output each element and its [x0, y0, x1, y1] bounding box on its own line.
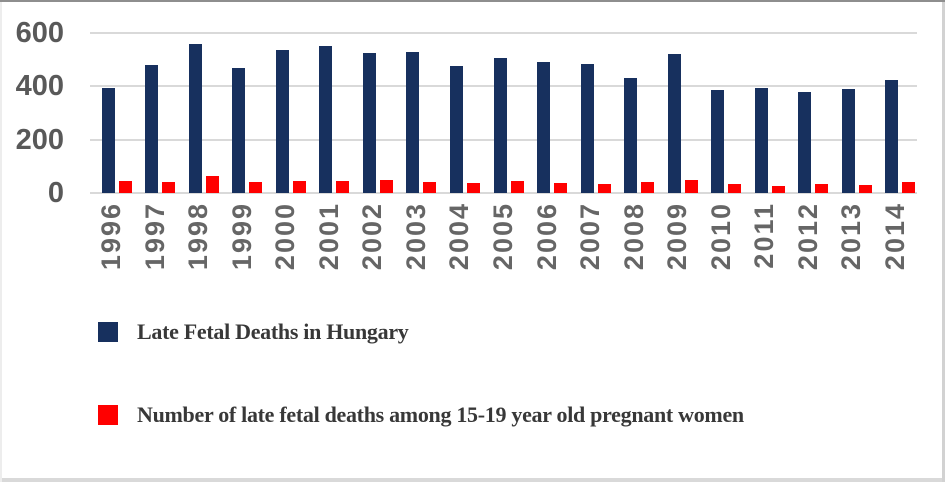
- bar-teen-late-fetal-deaths-2014: [902, 182, 916, 193]
- legend-label-late-fetal-deaths: Late Fetal Deaths in Hungary: [137, 319, 409, 344]
- gridline-600: [90, 32, 917, 34]
- bar-late-fetal-deaths-1996: [101, 87, 115, 193]
- x-axis-label-2012: 2012: [792, 202, 823, 271]
- bar-teen-late-fetal-deaths-1996: [118, 181, 132, 193]
- x-axis-label-2001: 2001: [313, 202, 344, 271]
- x-axis-label-2006: 2006: [531, 202, 562, 271]
- y-axis-tick-label-600: 600: [15, 17, 64, 49]
- x-axis-label-1998: 1998: [183, 202, 214, 271]
- x-axis-label-2005: 2005: [487, 202, 518, 271]
- legend-item-late-fetal-deaths: Late Fetal Deaths in Hungary: [98, 319, 409, 345]
- bar-teen-late-fetal-deaths-2010: [728, 184, 742, 193]
- bar-late-fetal-deaths-2012: [798, 91, 812, 193]
- bar-late-fetal-deaths-1998: [188, 43, 202, 193]
- bar-teen-late-fetal-deaths-1998: [205, 176, 219, 193]
- bar-teen-late-fetal-deaths-1997: [162, 181, 176, 193]
- x-axis-label-2002: 2002: [357, 202, 388, 271]
- bar-late-fetal-deaths-2009: [667, 54, 681, 193]
- bar-late-fetal-deaths-2000: [275, 50, 289, 193]
- bar-late-fetal-deaths-2007: [580, 63, 594, 193]
- legend-label-teen-late-fetal-deaths: Number of late fetal deaths among 15-19 …: [137, 402, 744, 427]
- bar-late-fetal-deaths-2004: [449, 66, 463, 193]
- bar-teen-late-fetal-deaths-2011: [771, 185, 785, 193]
- bar-teen-late-fetal-deaths-2000: [292, 180, 306, 193]
- bar-late-fetal-deaths-2014: [885, 79, 899, 193]
- x-axis-label-1996: 1996: [96, 202, 127, 271]
- x-axis-label-2014: 2014: [879, 202, 910, 271]
- bar-late-fetal-deaths-2005: [493, 58, 507, 193]
- bar-late-fetal-deaths-2006: [537, 62, 551, 193]
- x-axis-label-2003: 2003: [400, 202, 431, 271]
- bar-late-fetal-deaths-2008: [624, 78, 638, 193]
- x-axis-label-2009: 2009: [662, 202, 693, 271]
- x-axis-label-2008: 2008: [618, 202, 649, 271]
- bar-late-fetal-deaths-2011: [754, 87, 768, 193]
- bar-teen-late-fetal-deaths-2008: [641, 182, 655, 193]
- x-axis-label-2004: 2004: [444, 202, 475, 271]
- y-axis-tick-label-200: 200: [15, 123, 64, 156]
- x-axis-label-1997: 1997: [139, 202, 170, 271]
- x-axis-label-2011: 2011: [749, 202, 780, 269]
- legend-swatch-navy: [98, 322, 118, 342]
- legend-item-teen-late-fetal-deaths: Number of late fetal deaths among 15-19 …: [98, 402, 744, 428]
- bar-late-fetal-deaths-2010: [711, 90, 725, 193]
- y-axis-tick-label-0: 0: [47, 177, 64, 209]
- x-axis-label-2007: 2007: [575, 202, 606, 271]
- legend-swatch-red: [98, 405, 118, 425]
- bar-teen-late-fetal-deaths-2002: [379, 180, 393, 193]
- bar-late-fetal-deaths-1997: [145, 65, 159, 193]
- bar-late-fetal-deaths-2002: [362, 53, 376, 193]
- bar-teen-late-fetal-deaths-2003: [423, 182, 437, 193]
- bar-teen-late-fetal-deaths-2005: [510, 181, 524, 193]
- bar-teen-late-fetal-deaths-2006: [554, 182, 568, 193]
- bar-late-fetal-deaths-1999: [232, 67, 246, 193]
- bar-teen-late-fetal-deaths-2004: [466, 183, 480, 193]
- bar-late-fetal-deaths-2003: [406, 51, 420, 193]
- bar-teen-late-fetal-deaths-2012: [815, 183, 829, 193]
- x-axis-label-2010: 2010: [705, 202, 736, 271]
- x-axis-label-2013: 2013: [836, 202, 867, 271]
- bar-late-fetal-deaths-2013: [841, 89, 855, 193]
- bar-teen-late-fetal-deaths-2001: [336, 181, 350, 193]
- bar-teen-late-fetal-deaths-2007: [597, 183, 611, 193]
- x-axis-label-1999: 1999: [226, 202, 257, 271]
- bar-teen-late-fetal-deaths-2013: [858, 185, 872, 193]
- bar-late-fetal-deaths-2001: [319, 46, 333, 193]
- x-axis-label-2000: 2000: [270, 202, 301, 271]
- bar-teen-late-fetal-deaths-1999: [249, 181, 263, 193]
- bar-teen-late-fetal-deaths-2009: [684, 180, 698, 193]
- y-axis-tick-label-400: 400: [15, 70, 64, 103]
- gridline-0: [90, 192, 917, 194]
